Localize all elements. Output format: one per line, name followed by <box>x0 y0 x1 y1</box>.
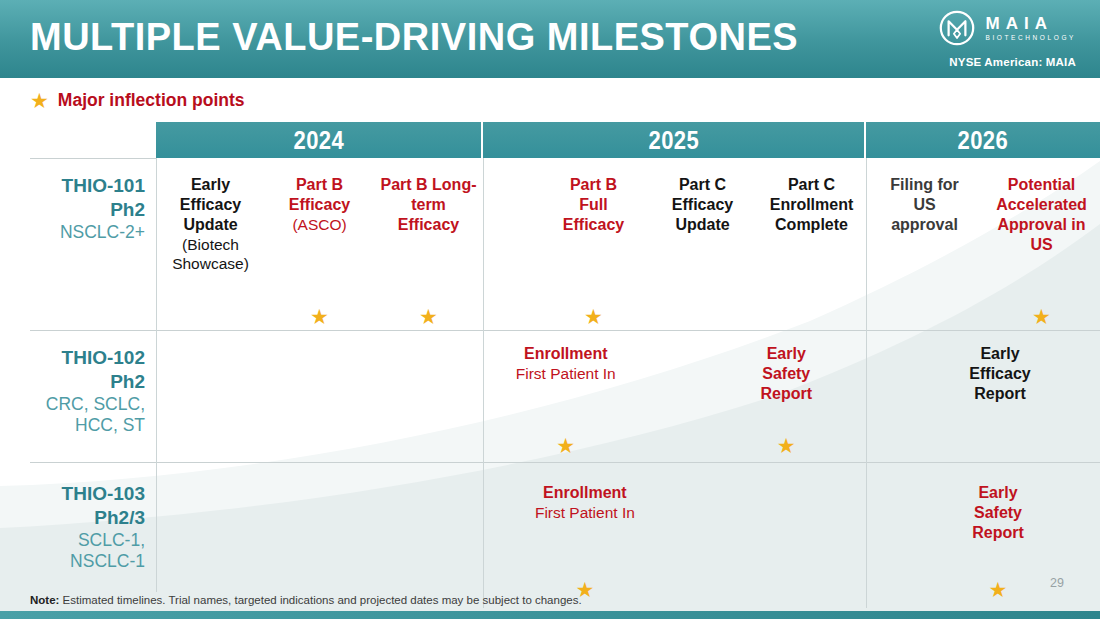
legend-label: Major inflection points <box>58 90 245 111</box>
cell-thio-102-2025: Enrollment First Patient In ★ Early Safe… <box>483 330 866 462</box>
cell-thio-101-2025: Part B Full Efficacy ★ Part C Efficacy U… <box>483 158 866 330</box>
trial-indications: CRC, SCLC, HCC, ST <box>27 394 145 438</box>
maia-logo-icon <box>938 9 976 47</box>
cell-thio-103-2025: Enrollment First Patient In ★ <box>483 462 866 592</box>
cell-thio-103-2024 <box>156 462 483 592</box>
milestone-title: Part C Efficacy Update <box>663 175 743 235</box>
milestone-title: Part B Long-term Efficacy <box>381 175 477 235</box>
milestone-title: Filing for US approval <box>882 175 968 235</box>
milestone-sub: First Patient In <box>516 364 616 383</box>
milestone: Early Efficacy Report <box>960 330 1040 476</box>
milestone-sub: (Biotech Showcase) <box>163 235 259 274</box>
milestone: Part B Full Efficacy ★ <box>556 158 632 347</box>
star-icon: ★ <box>30 90 49 111</box>
logo-subtitle: BIOTECHNOLOGY <box>985 35 1076 42</box>
row-label-thio-102: THIO-102 Ph2 CRC, SCLC, HCC, ST <box>0 330 156 462</box>
milestone-title: Enrollment <box>543 483 627 503</box>
page-number: 29 <box>1050 576 1064 590</box>
star-icon: ★ <box>989 579 1008 600</box>
milestone-title: Potential Accelerated Approval in US <box>986 175 1098 255</box>
milestone-title: Part C Enrollment Complete <box>761 175 863 235</box>
milestone-title: Early Safety Report <box>751 344 821 404</box>
slide: MULTIPLE VALUE-DRIVING MILESTONES MAIA B… <box>0 0 1100 619</box>
milestone: Early Safety Report ★ <box>963 462 1033 613</box>
trial-name: THIO-102 <box>0 346 145 370</box>
milestone: Enrollment First Patient In ★ <box>535 462 635 613</box>
footnote-text: Estimated timelines. Trial names, target… <box>59 594 581 606</box>
trial-phase: Ph2/3 <box>0 506 145 530</box>
legend: ★ Major inflection points <box>30 90 245 111</box>
cell-thio-101-2024: Early Efficacy Update (Biotech Showcase)… <box>156 158 483 330</box>
milestone: Enrollment First Patient In ★ <box>516 330 616 476</box>
footnote: Note: Estimated timelines. Trial names, … <box>30 594 582 606</box>
star-icon: ★ <box>777 435 796 456</box>
page-title: MULTIPLE VALUE-DRIVING MILESTONES <box>30 16 798 59</box>
milestone-title: Enrollment <box>524 344 608 364</box>
star-icon: ★ <box>584 306 603 327</box>
trial-indications: SCLC-1, NSCLC-1 <box>37 530 145 574</box>
logo-name: MAIA <box>985 15 1076 32</box>
milestone: Early Efficacy Update (Biotech Showcase) <box>163 158 259 347</box>
year-header-2024: 2024 <box>156 122 481 158</box>
cell-thio-102-2026: Early Efficacy Report <box>866 330 1100 462</box>
title-bar: MULTIPLE VALUE-DRIVING MILESTONES MAIA B… <box>0 0 1100 78</box>
milestone: Part C Efficacy Update <box>663 158 743 347</box>
star-icon: ★ <box>310 306 329 327</box>
milestone: Part B Long-term Efficacy ★ <box>381 158 477 347</box>
milestone: Part B Efficacy (ASCO) ★ <box>281 158 359 347</box>
year-header-2025: 2025 <box>483 122 864 158</box>
milestone-title: Early Safety Report <box>963 483 1033 543</box>
table-row-thio-103: THIO-103 Ph2/3 SCLC-1, NSCLC-1 Enrollmen… <box>0 462 1100 592</box>
year-header-2026: 2026 <box>866 122 1100 158</box>
table-row-thio-101: THIO-101 Ph2 NSCLC-2+ Early Efficacy Upd… <box>0 158 1100 330</box>
row-label-thio-101: THIO-101 Ph2 NSCLC-2+ <box>0 158 156 330</box>
milestone-title: Early Efficacy Update <box>163 175 259 235</box>
milestone: Early Safety Report ★ <box>751 330 821 476</box>
trial-phase: Ph2 <box>0 198 145 222</box>
logo-text: MAIA BIOTECHNOLOGY <box>985 15 1076 42</box>
milestone: Potential Accelerated Approval in US ★ <box>986 158 1098 347</box>
ticker-label: NYSE American: MAIA <box>949 56 1076 68</box>
trial-phase: Ph2 <box>0 370 145 394</box>
trial-name: THIO-103 <box>0 482 145 506</box>
cell-thio-101-2026: Filing for US approval Potential Acceler… <box>866 158 1100 330</box>
milestone-title: Part B Full Efficacy <box>556 175 632 235</box>
star-icon: ★ <box>556 435 575 456</box>
table-row-thio-102: THIO-102 Ph2 CRC, SCLC, HCC, ST Enrollme… <box>0 330 1100 462</box>
milestone-sub: (ASCO) <box>292 215 346 234</box>
milestone-title: Early Efficacy Report <box>960 344 1040 404</box>
star-icon: ★ <box>1032 306 1051 327</box>
milestone-sub: First Patient In <box>535 503 635 522</box>
year-header-row: 2024 2025 2026 <box>156 122 1100 158</box>
trial-indications: NSCLC-2+ <box>0 222 145 244</box>
maia-logo: MAIA BIOTECHNOLOGY <box>938 9 1076 47</box>
star-icon: ★ <box>419 306 438 327</box>
bottom-bar <box>0 611 1100 619</box>
cell-thio-102-2024 <box>156 330 483 462</box>
footnote-label: Note: <box>30 594 59 606</box>
milestone-title: Part B Efficacy <box>281 175 359 215</box>
milestone: Filing for US approval <box>882 158 968 347</box>
trial-name: THIO-101 <box>0 174 145 198</box>
row-label-thio-103: THIO-103 Ph2/3 SCLC-1, NSCLC-1 <box>0 462 156 592</box>
milestone: Part C Enrollment Complete <box>761 158 863 347</box>
cell-thio-103-2026: Early Safety Report ★ <box>866 462 1100 592</box>
